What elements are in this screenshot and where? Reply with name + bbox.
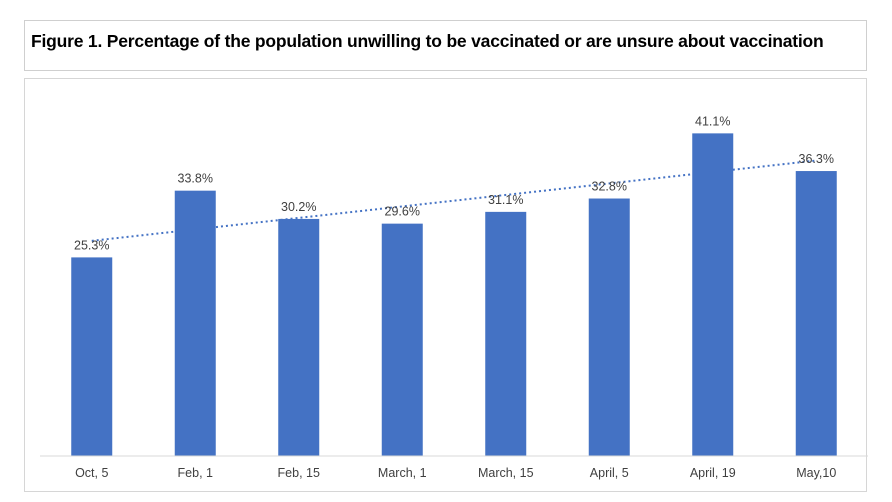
x-tick-label-2: Feb, 1 xyxy=(178,466,213,480)
data-label-6: 32.8% xyxy=(592,180,627,194)
data-label-7: 41.1% xyxy=(695,114,730,128)
bar-7 xyxy=(692,133,734,457)
data-label-3: 30.2% xyxy=(281,200,316,214)
data-label-4: 29.6% xyxy=(385,205,420,219)
x-tick-label-3: Feb, 15 xyxy=(278,466,320,480)
data-label-1: 25.3% xyxy=(74,238,109,252)
chart-title: Figure 1. Percentage of the population u… xyxy=(31,31,824,51)
bar-3 xyxy=(278,218,320,456)
bars-group xyxy=(71,133,837,457)
chart-title-box: Figure 1. Percentage of the population u… xyxy=(24,20,867,71)
x-tick-label-5: March, 15 xyxy=(478,466,534,480)
data-label-5: 31.1% xyxy=(488,193,523,207)
x-tick-label-4: March, 1 xyxy=(378,466,427,480)
bar-6 xyxy=(588,198,630,456)
bar-2 xyxy=(174,190,216,457)
trendline xyxy=(91,159,817,242)
bar-8 xyxy=(795,171,837,457)
data-label-8: 36.3% xyxy=(799,152,834,166)
x-tick-label-7: April, 19 xyxy=(690,466,736,480)
x-tick-label-6: April, 5 xyxy=(590,466,629,480)
bar-4 xyxy=(381,223,423,456)
x-tick-labels-group: Oct, 5 Feb, 1 Feb, 15 March, 1 March, 15 Apri… xyxy=(75,466,836,480)
x-tick-label-1: Oct, 5 xyxy=(75,466,108,480)
bar-5 xyxy=(485,211,527,456)
data-label-2: 33.8% xyxy=(178,172,213,186)
x-tick-label-8: May,10 xyxy=(796,466,836,480)
bar-1 xyxy=(71,257,113,456)
data-labels-group: 25.3% 33.8% 30.2% 29.6% 31.1% 32.8% 41.1% 36.3% xyxy=(74,114,834,252)
